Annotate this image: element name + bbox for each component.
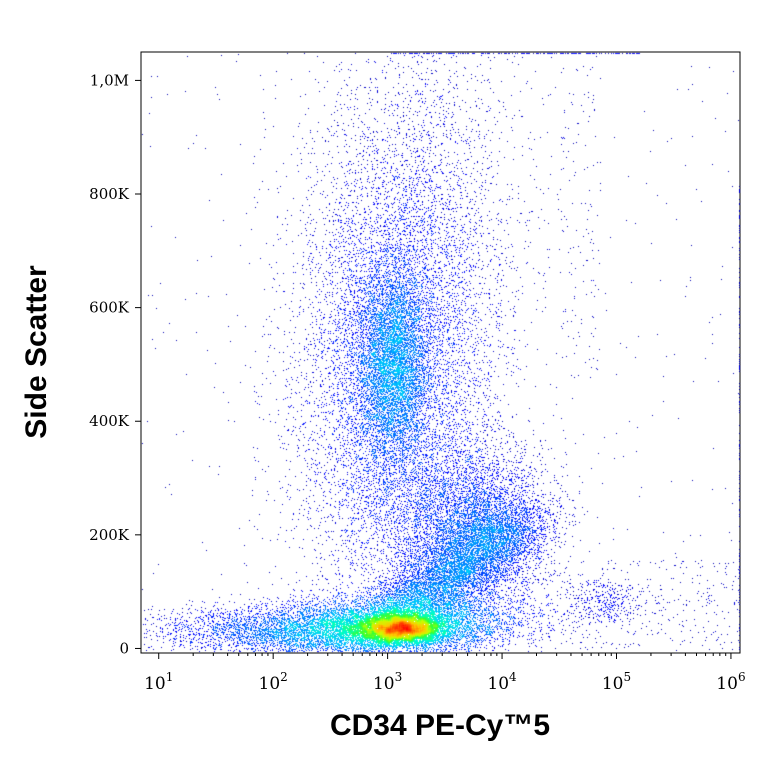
y-tick-label-2: 400K [89,412,130,430]
y-tick-label-0: 0 [119,639,129,657]
x-tick-label-0: 101 [144,670,173,694]
x-tick-label-5: 106 [716,670,745,694]
x-tick-label-3: 104 [487,670,517,694]
x-axis-title: CD34 PE-Cy™5 [330,709,550,742]
y-tick-label-5: 1,0M [90,71,129,89]
y-tick-label-1: 200K [89,526,130,544]
y-axis-title: Side Scatter [20,265,53,439]
y-tick-label-4: 800K [89,185,130,203]
x-axis: 101 102 103 104 105 106 [144,653,746,694]
x-tick-label-1: 102 [259,670,288,694]
y-tick-label-3: 600K [89,299,130,317]
x-tick-label-2: 103 [373,670,402,694]
y-axis: 0 200K 400K 600K 800K 1,0M [89,71,141,657]
x-tick-label-4: 105 [602,670,631,694]
